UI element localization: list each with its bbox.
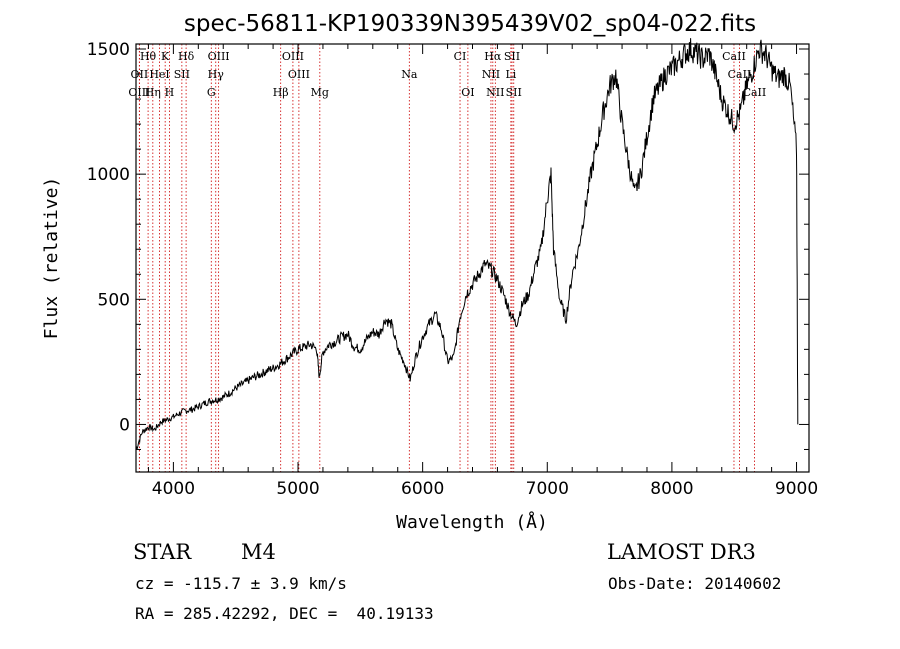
line-label: OIII xyxy=(282,50,304,63)
y-tick-label: 500 xyxy=(98,290,130,310)
line-label: SII xyxy=(506,86,522,99)
x-tick-label: 4000 xyxy=(152,479,195,499)
line-label: SII xyxy=(174,68,190,81)
line-label: OIII xyxy=(128,86,150,99)
line-label: G xyxy=(207,86,216,99)
line-label: Li xyxy=(505,68,516,81)
x-tick-label: 9000 xyxy=(775,479,818,499)
line-label: SII xyxy=(504,50,520,63)
y-tick-label: 0 xyxy=(119,415,130,435)
line-label: CaII xyxy=(743,86,767,99)
line-label: Hη xyxy=(145,86,161,99)
line-label: Hβ xyxy=(273,86,289,99)
line-label: Hδ xyxy=(178,50,195,63)
spectrum-chart: spec-56811-KP190339N395439V02_sp04-022.f… xyxy=(41,11,818,533)
object-class: STAR xyxy=(133,540,192,564)
survey-name: LAMOST DR3 xyxy=(607,540,756,564)
line-label: CaII xyxy=(722,50,746,63)
y-tick-label: 1500 xyxy=(87,40,130,60)
emission-line-markers xyxy=(138,44,755,472)
chart-title: spec-56811-KP190339N395439V02_sp04-022.f… xyxy=(184,11,756,37)
line-label: CaII xyxy=(728,68,752,81)
line-label: HeI xyxy=(149,68,169,81)
line-label: CI xyxy=(454,50,467,63)
line-label: Hθ xyxy=(140,50,157,63)
line-label: K xyxy=(161,50,170,63)
redshift-velocity: cz = -115.7 ± 3.9 km/s xyxy=(135,574,347,593)
x-tick-label: 5000 xyxy=(276,479,319,499)
line-label: Hγ xyxy=(208,68,225,81)
plot-frame xyxy=(135,43,810,473)
line-label: OIII xyxy=(288,68,310,81)
line-label: OI xyxy=(461,86,474,99)
line-label: NII xyxy=(482,68,500,81)
x-tick-label: 6000 xyxy=(401,479,444,499)
x-axis-label: Wavelength (Å) xyxy=(396,511,548,533)
spectrum-line xyxy=(135,38,799,451)
line-label: OIII xyxy=(208,50,230,63)
line-label: NII xyxy=(486,86,504,99)
observation-date: Obs-Date: 20140602 xyxy=(608,574,782,593)
line-label: Mg xyxy=(311,86,329,99)
y-axis-ticks: 0 500 1000 1500 xyxy=(87,40,809,450)
line-label: Na xyxy=(401,68,418,81)
y-axis-label: Flux (relative) xyxy=(41,177,62,340)
x-tick-label: 7000 xyxy=(526,479,569,499)
y-tick-label: 1000 xyxy=(87,165,130,185)
coordinates: RA = 285.42292, DEC = 40.19133 xyxy=(135,604,434,623)
line-label: H xyxy=(165,86,175,99)
object-subclass: M4 xyxy=(241,540,276,564)
x-axis-ticks: 4000 5000 6000 7000 8000 9000 xyxy=(147,44,818,499)
line-label: Hα xyxy=(484,50,502,63)
x-tick-label: 8000 xyxy=(650,479,693,499)
